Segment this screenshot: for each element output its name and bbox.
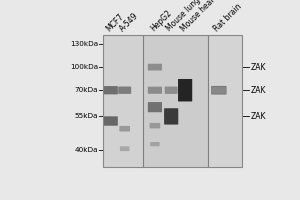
Text: HepG2: HepG2 [148,9,173,33]
FancyBboxPatch shape [148,64,162,71]
FancyBboxPatch shape [120,146,130,151]
Text: 100kDa: 100kDa [70,64,98,70]
FancyBboxPatch shape [165,87,178,94]
FancyBboxPatch shape [164,108,178,125]
FancyBboxPatch shape [119,126,130,131]
Text: ZAK: ZAK [250,63,266,72]
Text: Mouse heart: Mouse heart [179,0,219,33]
Text: ZAK: ZAK [250,112,266,121]
Text: 130kDa: 130kDa [70,41,98,47]
Text: ZAK: ZAK [250,86,266,95]
FancyBboxPatch shape [212,87,226,94]
FancyBboxPatch shape [103,116,118,126]
FancyBboxPatch shape [103,35,143,167]
Text: Mouse lung: Mouse lung [165,0,202,33]
FancyBboxPatch shape [103,86,118,94]
FancyBboxPatch shape [211,86,226,95]
Text: A-549: A-549 [118,11,141,33]
Text: 55kDa: 55kDa [74,113,98,119]
Text: 70kDa: 70kDa [74,87,98,93]
Text: Rat brain: Rat brain [212,2,244,33]
FancyBboxPatch shape [118,87,131,94]
Text: 40kDa: 40kDa [74,147,98,153]
Text: MCF7: MCF7 [104,12,126,33]
FancyBboxPatch shape [208,35,242,167]
FancyBboxPatch shape [150,123,160,128]
FancyBboxPatch shape [178,79,192,101]
FancyBboxPatch shape [148,102,162,112]
FancyBboxPatch shape [150,142,160,146]
FancyBboxPatch shape [143,35,208,167]
FancyBboxPatch shape [148,87,162,94]
